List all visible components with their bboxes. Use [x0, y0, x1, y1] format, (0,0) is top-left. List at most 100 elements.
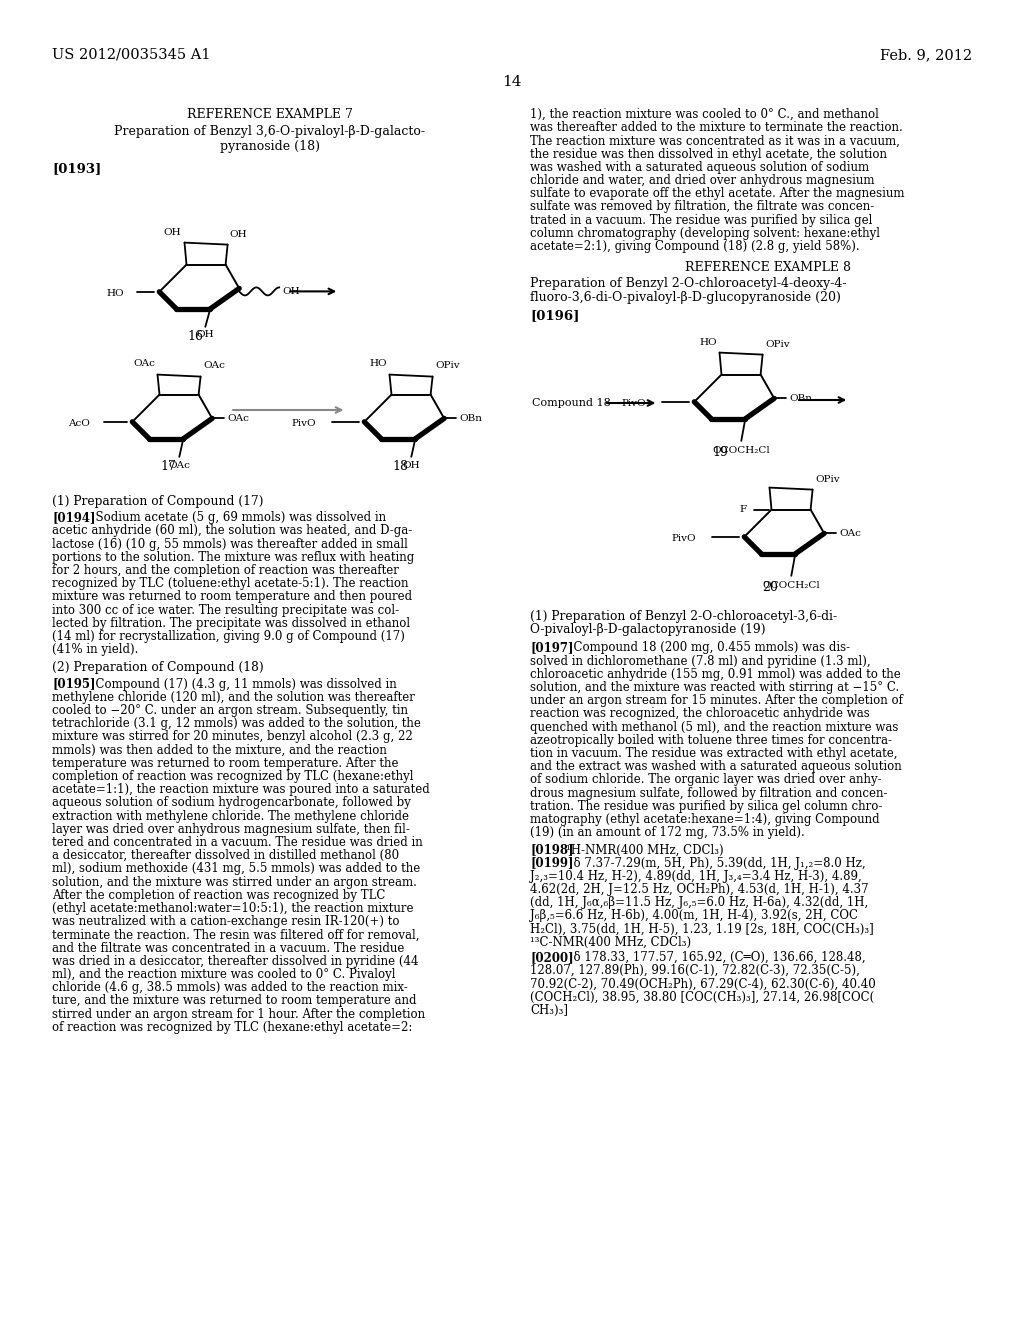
Text: (1) Preparation of Compound (17): (1) Preparation of Compound (17): [52, 495, 263, 508]
Text: tered and concentrated in a vacuum. The residue was dried in: tered and concentrated in a vacuum. The …: [52, 836, 423, 849]
Text: [0194]: [0194]: [52, 511, 95, 524]
Text: tion in vacuum. The residue was extracted with ethyl acetate,: tion in vacuum. The residue was extracte…: [530, 747, 897, 760]
Text: into 300 cc of ice water. The resulting precipitate was col-: into 300 cc of ice water. The resulting …: [52, 603, 399, 616]
Text: [0198]: [0198]: [530, 843, 573, 857]
Text: chloride (4.6 g, 38.5 mmols) was added to the reaction mix-: chloride (4.6 g, 38.5 mmols) was added t…: [52, 981, 408, 994]
Text: F: F: [739, 506, 746, 513]
Text: ml), and the reaction mixture was cooled to 0° C. Pivaloyl: ml), and the reaction mixture was cooled…: [52, 968, 395, 981]
Text: azeotropically boiled with toluene three times for concentra-: azeotropically boiled with toluene three…: [530, 734, 892, 747]
Text: completion of reaction was recognized by TLC (hexane:ethyl: completion of reaction was recognized by…: [52, 770, 414, 783]
Text: sulfate to evaporate off the ethyl acetate. After the magnesium: sulfate to evaporate off the ethyl aceta…: [530, 187, 904, 201]
Text: terminate the reaction. The resin was filtered off for removal,: terminate the reaction. The resin was fi…: [52, 928, 420, 941]
Text: OH: OH: [229, 230, 247, 239]
Text: under an argon stream for 15 minutes. After the completion of: under an argon stream for 15 minutes. Af…: [530, 694, 903, 708]
Text: HO: HO: [106, 289, 124, 298]
Text: OAc: OAc: [133, 359, 156, 368]
Text: (2) Preparation of Compound (18): (2) Preparation of Compound (18): [52, 661, 264, 675]
Text: Feb. 9, 2012: Feb. 9, 2012: [880, 48, 972, 62]
Text: OH: OH: [163, 228, 180, 238]
Text: δ 178.33, 177.57, 165.92, (C═O), 136.66, 128.48,: δ 178.33, 177.57, 165.92, (C═O), 136.66,…: [566, 950, 865, 964]
Text: OBn: OBn: [790, 393, 812, 403]
Text: mixture was returned to room temperature and then poured: mixture was returned to room temperature…: [52, 590, 412, 603]
Text: 128.07, 127.89(Ph), 99.16(C-1), 72.82(C-3), 72.35(C-5),: 128.07, 127.89(Ph), 99.16(C-1), 72.82(C-…: [530, 964, 860, 977]
Text: OAc: OAc: [204, 362, 225, 370]
Text: lected by filtration. The precipitate was dissolved in ethanol: lected by filtration. The precipitate wa…: [52, 616, 411, 630]
Text: OPiv: OPiv: [435, 362, 460, 370]
Text: PivO: PivO: [292, 420, 316, 428]
Text: Preparation of Benzyl 2-O-chloroacetyl-4-deoxy-4-: Preparation of Benzyl 2-O-chloroacetyl-4…: [530, 277, 847, 290]
Text: 4.62(2d, 2H, J=12.5 Hz, OCH₂Ph), 4.53(d, 1H, H-1), 4.37: 4.62(2d, 2H, J=12.5 Hz, OCH₂Ph), 4.53(d,…: [530, 883, 868, 896]
Text: (ethyl acetate:methanol:water=10:5:1), the reaction mixture: (ethyl acetate:methanol:water=10:5:1), t…: [52, 902, 414, 915]
Text: a desiccator, thereafter dissolved in distilled methanol (80: a desiccator, thereafter dissolved in di…: [52, 849, 399, 862]
Text: OAc: OAc: [227, 414, 249, 422]
Text: Compound 18 (200 mg, 0.455 mmols) was dis-: Compound 18 (200 mg, 0.455 mmols) was di…: [566, 642, 850, 655]
Text: acetic anhydride (60 ml), the solution was heated, and D-ga-: acetic anhydride (60 ml), the solution w…: [52, 524, 413, 537]
Text: OH: OH: [402, 461, 420, 470]
Text: was thereafter added to the mixture to terminate the reaction.: was thereafter added to the mixture to t…: [530, 121, 903, 135]
Text: 70.92(C-2), 70.49(OCH₂Ph), 67.29(C-4), 62.30(C-6), 40.40: 70.92(C-2), 70.49(OCH₂Ph), 67.29(C-4), 6…: [530, 977, 876, 990]
Text: chloroacetic anhydride (155 mg, 0.91 mmol) was added to the: chloroacetic anhydride (155 mg, 0.91 mmo…: [530, 668, 901, 681]
Text: OAc: OAc: [168, 461, 190, 470]
Text: ture, and the mixture was returned to room temperature and: ture, and the mixture was returned to ro…: [52, 994, 417, 1007]
Text: 17: 17: [160, 461, 176, 474]
Text: [0196]: [0196]: [530, 309, 580, 322]
Text: column chromatography (developing solvent: hexane:ethyl: column chromatography (developing solven…: [530, 227, 880, 240]
Text: of sodium chloride. The organic layer was dried over anhy-: of sodium chloride. The organic layer wa…: [530, 774, 882, 787]
Text: After the completion of reaction was recognized by TLC: After the completion of reaction was rec…: [52, 888, 385, 902]
Text: PivO: PivO: [672, 535, 696, 544]
Text: for 2 hours, and the completion of reaction was thereafter: for 2 hours, and the completion of react…: [52, 564, 399, 577]
Text: 19: 19: [712, 446, 728, 459]
Text: The reaction mixture was concentrated as it was in a vacuum,: The reaction mixture was concentrated as…: [530, 135, 900, 148]
Text: HO: HO: [370, 359, 387, 368]
Text: and the extract was washed with a saturated aqueous solution: and the extract was washed with a satura…: [530, 760, 902, 774]
Text: reaction was recognized, the chloroacetic anhydride was: reaction was recognized, the chloroaceti…: [530, 708, 869, 721]
Text: matography (ethyl acetate:hexane=1:4), giving Compound: matography (ethyl acetate:hexane=1:4), g…: [530, 813, 880, 826]
Text: fluoro-3,6-di-O-pivaloyl-β-D-glucopyranoside (20): fluoro-3,6-di-O-pivaloyl-β-D-glucopyrano…: [530, 290, 841, 304]
Text: O-pivaloyl-β-D-galactopyranoside (19): O-pivaloyl-β-D-galactopyranoside (19): [530, 623, 766, 636]
Text: H₂Cl), 3.75(dd, 1H, H-5), 1.23, 1.19 [2s, 18H, COC(CH₃)₃]: H₂Cl), 3.75(dd, 1H, H-5), 1.23, 1.19 [2s…: [530, 923, 873, 936]
Text: methylene chloride (120 ml), and the solution was thereafter: methylene chloride (120 ml), and the sol…: [52, 690, 415, 704]
Text: solved in dichloromethane (7.8 ml) and pyridine (1.3 ml),: solved in dichloromethane (7.8 ml) and p…: [530, 655, 870, 668]
Text: Compound 18: Compound 18: [532, 399, 610, 408]
Text: 14: 14: [502, 75, 522, 88]
Text: HO: HO: [699, 338, 718, 347]
Text: was dried in a desiccator, thereafter dissolved in pyridine (44: was dried in a desiccator, thereafter di…: [52, 954, 419, 968]
Text: J₂,₃=10.4 Hz, H-2), 4.89(dd, 1H, J₃,₄=3.4 Hz, H-3), 4.89,: J₂,₃=10.4 Hz, H-2), 4.89(dd, 1H, J₃,₄=3.…: [530, 870, 862, 883]
Text: US 2012/0035345 A1: US 2012/0035345 A1: [52, 48, 211, 62]
Text: (1) Preparation of Benzyl 2-O-chloroacetyl-3,6-di-: (1) Preparation of Benzyl 2-O-chloroacet…: [530, 610, 838, 623]
Text: [0193]: [0193]: [52, 162, 101, 176]
Text: 1), the reaction mixture was cooled to 0° C., and methanol: 1), the reaction mixture was cooled to 0…: [530, 108, 879, 121]
Text: was neutralized with a cation-exchange resin IR-120(+) to: was neutralized with a cation-exchange r…: [52, 915, 399, 928]
Text: [0195]: [0195]: [52, 677, 95, 690]
Text: acetate=1:1), the reaction mixture was poured into a saturated: acetate=1:1), the reaction mixture was p…: [52, 783, 430, 796]
Text: and the filtrate was concentrated in a vacuum. The residue: and the filtrate was concentrated in a v…: [52, 941, 404, 954]
Text: lactose (16) (10 g, 55 mmols) was thereafter added in small: lactose (16) (10 g, 55 mmols) was therea…: [52, 537, 408, 550]
Text: trated in a vacuum. The residue was purified by silica gel: trated in a vacuum. The residue was puri…: [530, 214, 872, 227]
Text: acetate=2:1), giving Compound (18) (2.8 g, yield 58%).: acetate=2:1), giving Compound (18) (2.8 …: [530, 240, 859, 253]
Text: 16: 16: [187, 330, 203, 343]
Text: REFERENCE EXAMPLE 7: REFERENCE EXAMPLE 7: [187, 108, 353, 121]
Text: drous magnesium sulfate, followed by filtration and concen-: drous magnesium sulfate, followed by fil…: [530, 787, 888, 800]
Text: solution, and the mixture was reacted with stirring at −15° C.: solution, and the mixture was reacted wi…: [530, 681, 899, 694]
Text: 18: 18: [392, 461, 408, 474]
Text: (19) (in an amount of 172 mg, 73.5% in yield).: (19) (in an amount of 172 mg, 73.5% in y…: [530, 826, 805, 840]
Text: stirred under an argon stream for 1 hour. After the completion: stirred under an argon stream for 1 hour…: [52, 1007, 425, 1020]
Text: was washed with a saturated aqueous solution of sodium: was washed with a saturated aqueous solu…: [530, 161, 869, 174]
Text: (14 ml) for recrystallization, giving 9.0 g of Compound (17): (14 ml) for recrystallization, giving 9.…: [52, 630, 404, 643]
Text: aqueous solution of sodium hydrogencarbonate, followed by: aqueous solution of sodium hydrogencarbo…: [52, 796, 411, 809]
Text: OPiv: OPiv: [815, 475, 841, 484]
Text: J₆β,₅=6.6 Hz, H-6b), 4.00(m, 1H, H-4), 3.92(s, 2H, COC: J₆β,₅=6.6 Hz, H-6b), 4.00(m, 1H, H-4), 3…: [530, 909, 858, 923]
Text: 20: 20: [762, 582, 778, 594]
Text: [0197]: [0197]: [530, 642, 573, 655]
Text: tration. The residue was purified by silica gel column chro-: tration. The residue was purified by sil…: [530, 800, 883, 813]
Text: the residue was then dissolved in ethyl acetate, the solution: the residue was then dissolved in ethyl …: [530, 148, 887, 161]
Text: tetrachloride (3.1 g, 12 mmols) was added to the solution, the: tetrachloride (3.1 g, 12 mmols) was adde…: [52, 717, 421, 730]
Text: CH₃)₃]: CH₃)₃]: [530, 1003, 568, 1016]
Text: REFERENCE EXAMPLE 8: REFERENCE EXAMPLE 8: [685, 261, 851, 275]
Text: solution, and the mixture was stirred under an argon stream.: solution, and the mixture was stirred un…: [52, 875, 417, 888]
Text: of reaction was recognized by TLC (hexane:ethyl acetate=2:: of reaction was recognized by TLC (hexan…: [52, 1020, 413, 1034]
Text: recognized by TLC (toluene:ethyl acetate-5:1). The reaction: recognized by TLC (toluene:ethyl acetate…: [52, 577, 409, 590]
Text: Preparation of Benzyl 3,6-O-pivaloyl-β-D-galacto-: Preparation of Benzyl 3,6-O-pivaloyl-β-D…: [115, 125, 426, 139]
Text: cooled to −20° C. under an argon stream. Subsequently, tin: cooled to −20° C. under an argon stream.…: [52, 704, 408, 717]
Text: Sodium acetate (5 g, 69 mmols) was dissolved in: Sodium acetate (5 g, 69 mmols) was disso…: [88, 511, 386, 524]
